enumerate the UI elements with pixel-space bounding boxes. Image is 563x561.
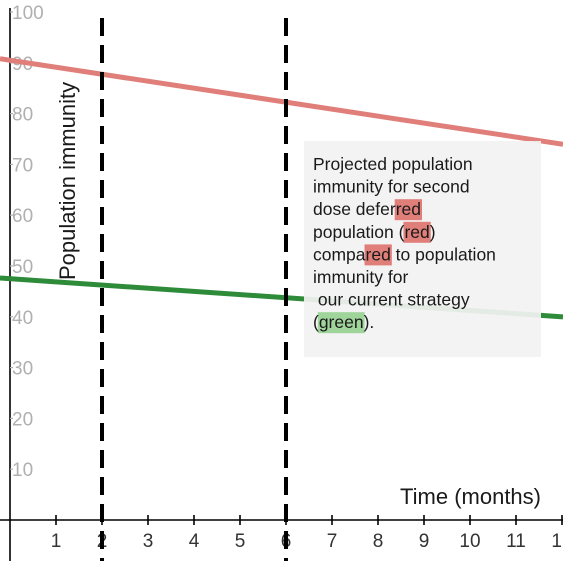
x-tick-label: 3 <box>143 531 154 552</box>
y-tick-label: 80 <box>12 105 33 126</box>
x-axis: 123456789101112 <box>0 515 563 552</box>
x-tick-label: 7 <box>327 531 338 552</box>
y-axis-title: Population immunity <box>55 82 80 280</box>
x-tick-label: 8 <box>373 531 384 552</box>
y-tick-label: 30 <box>12 359 33 380</box>
x-tick-label: 10 <box>459 531 480 552</box>
x-tick-label: 11 <box>506 531 526 552</box>
y-tick-label: 100 <box>12 3 44 24</box>
y-tick-label: 10 <box>12 460 33 481</box>
annotation-line: immunity for <box>313 267 408 287</box>
annotation-line: (green). <box>313 312 374 332</box>
highlight-red <box>394 199 422 221</box>
red-series-line <box>0 56 563 147</box>
x-tick-label: 9 <box>419 531 430 552</box>
x-axis-title: Time (months) <box>400 484 541 509</box>
x-tick-label: 4 <box>189 531 200 552</box>
annotation-line: immunity for second <box>313 177 470 197</box>
highlight-red <box>403 221 431 243</box>
x-tick-label: 12 <box>551 531 563 552</box>
y-tick-label: 60 <box>12 206 33 227</box>
annotation-line: compared to population <box>313 244 496 264</box>
annotation-box: Projected population immunity for secondd… <box>304 141 541 357</box>
highlight-green <box>317 312 365 334</box>
y-tick-label: 40 <box>12 308 33 329</box>
highlight-red <box>364 244 392 266</box>
y-tick-label: 70 <box>12 155 33 176</box>
annotation-line: Projected population <box>313 154 473 174</box>
x-tick-label: 5 <box>235 531 246 552</box>
y-tick-label: 50 <box>12 257 33 278</box>
x-tick-label: 1 <box>51 531 62 552</box>
y-tick-label: 20 <box>12 409 33 430</box>
annotation-line: dose deferred <box>313 199 421 219</box>
annotation-line: our current strategy <box>313 290 470 310</box>
reference-lines <box>100 18 288 561</box>
annotation-line: population (red) <box>313 222 436 242</box>
